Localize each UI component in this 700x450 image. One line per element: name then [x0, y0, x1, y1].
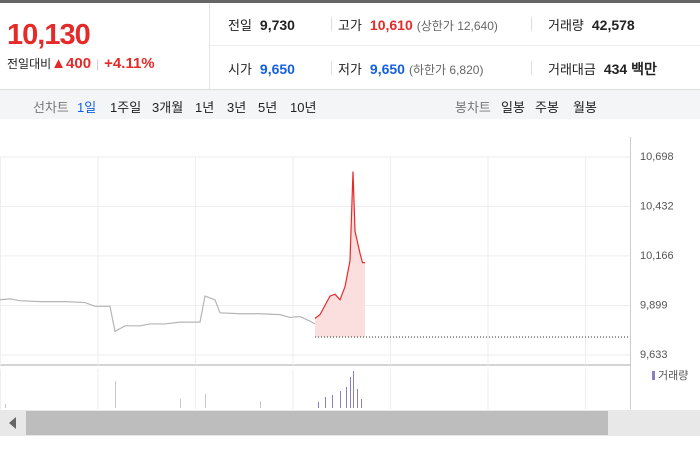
y-tick-label: 9,633: [640, 349, 668, 361]
tab[interactable]: 주봉: [535, 100, 559, 115]
price-box: 10,130 전일대비▲400 | +4.11%: [0, 3, 210, 89]
change-value: ▲400: [51, 55, 92, 72]
tab[interactable]: 월봉: [573, 100, 597, 115]
top-bar: [0, 0, 700, 3]
y-tick-label: 10,698: [640, 151, 674, 163]
tab-group-label: 선차트: [33, 100, 69, 115]
stat-label: 시가: [228, 62, 252, 77]
legend-label: 거래량: [658, 369, 688, 382]
change-pct: +4.11%: [104, 55, 155, 72]
tab[interactable]: 1일: [77, 100, 97, 115]
stat-value: 9,730: [259, 17, 295, 33]
stat: 전일 9,730: [228, 15, 295, 34]
stat-label: 전일: [228, 18, 252, 33]
separator: [531, 61, 532, 75]
y-tick-label: 10,432: [640, 200, 674, 212]
scrollbar-thumb[interactable]: [26, 411, 608, 435]
price: 10,130: [7, 19, 91, 51]
tab-group-label: 봉차트: [455, 100, 491, 115]
stat-label: 고가: [338, 18, 362, 33]
volume-bars: [5, 371, 362, 408]
stat-value: 42,578: [591, 17, 635, 33]
stat-value: 9,650: [259, 61, 295, 77]
stat: 거래대금 434 백만: [548, 59, 657, 79]
stat-value: 9,650: [369, 61, 405, 77]
y-tick-label: 10,166: [640, 250, 674, 262]
y-tick-label: 9,899: [640, 299, 668, 311]
chart: 거래량 10,698 10,432 10,166 9,899 9,633: [0, 119, 700, 450]
stat-label: 거래대금: [548, 62, 596, 77]
divider: [210, 45, 700, 46]
tab[interactable]: 3년: [227, 100, 247, 115]
separator: [531, 17, 532, 31]
area: [315, 171, 365, 337]
tab[interactable]: 10년: [290, 100, 317, 115]
change: 전일대비▲400 | +4.11%: [7, 55, 155, 72]
scroll-left[interactable]: [9, 417, 16, 429]
separator: [331, 61, 332, 75]
tab[interactable]: 3개월: [152, 100, 184, 115]
stat-note: (하한가 6,820): [408, 63, 484, 77]
tab[interactable]: 1년: [195, 100, 215, 115]
tab[interactable]: 1주일: [110, 100, 142, 115]
legend-swatch: [652, 371, 655, 380]
stat-note: (상한가 12,640): [416, 19, 498, 33]
separator: [331, 17, 332, 31]
stat-label: 저가: [338, 62, 362, 77]
stat: 시가 9,650: [228, 59, 295, 78]
stat-label: 거래량: [548, 18, 584, 33]
stat-value: 434 백만: [603, 61, 657, 77]
stat-value: 10,610: [369, 17, 413, 33]
stat: 거래량 42,578: [548, 15, 635, 34]
price-line: [314, 171, 365, 319]
change-label: 전일대비: [7, 57, 52, 71]
price-line: [0, 295, 316, 333]
tab[interactable]: 일봉: [501, 100, 525, 115]
tab[interactable]: 5년: [258, 100, 278, 115]
tab-bar: 선차트 봉차트 1일 1주일 3개월 1년 3년 5년 10년 일봉 주봉 월봉: [0, 89, 700, 120]
stat: 저가 9,650 (하한가 6,820): [338, 59, 483, 78]
stat: 고가 10,610 (상한가 12,640): [338, 15, 498, 34]
